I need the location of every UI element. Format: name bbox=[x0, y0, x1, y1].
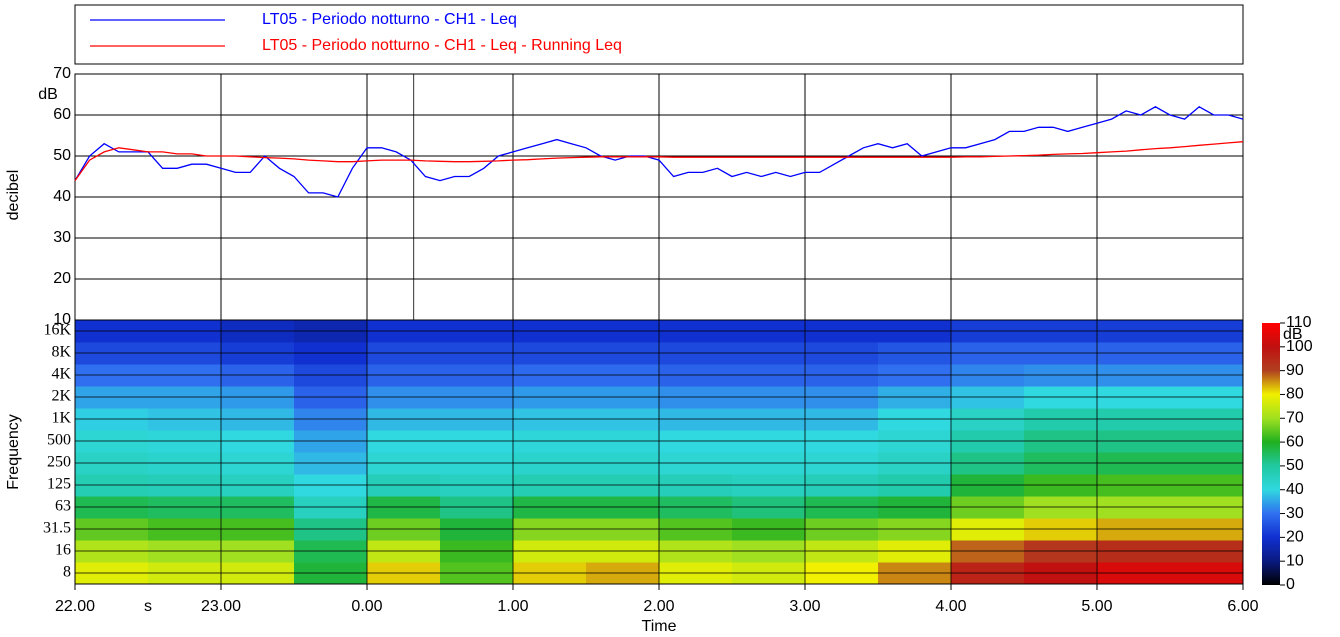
colorbar-unit: dB bbox=[1283, 326, 1303, 343]
y-tick-label: 30 bbox=[53, 229, 71, 246]
y-tick-label: 63 bbox=[55, 498, 71, 515]
y-tick-label: 1K bbox=[51, 410, 71, 427]
colorbar-tick-label: 70 bbox=[1286, 409, 1304, 426]
x-tick-label: 5.00 bbox=[1081, 598, 1112, 615]
x-tick-label: 22.00 bbox=[55, 598, 95, 615]
x-tick-label: 1.00 bbox=[497, 598, 528, 615]
y-tick-label: 125 bbox=[47, 476, 71, 493]
y-tick-label: 60 bbox=[53, 106, 71, 123]
legend-label: LT05 - Periodo notturno - CH1 - Leq - Ru… bbox=[262, 37, 622, 54]
y-tick-label: 250 bbox=[47, 454, 71, 471]
colorbar-tick-label: 50 bbox=[1286, 457, 1304, 474]
y-unit: dB bbox=[38, 86, 58, 103]
y-tick-label: 50 bbox=[53, 147, 71, 164]
colorbar-tick-label: 30 bbox=[1286, 505, 1304, 522]
colorbar-tick-label: 80 bbox=[1286, 386, 1304, 403]
y-axis-label: decibel bbox=[5, 170, 22, 221]
legend-box bbox=[74, 4, 1244, 65]
colorbar-tick-label: 40 bbox=[1286, 481, 1304, 498]
colorbar-tick-label: 0 bbox=[1286, 576, 1295, 593]
y-tick-label: 500 bbox=[47, 432, 71, 449]
x-tick-label: 4.00 bbox=[935, 598, 966, 615]
y-tick-label: 20 bbox=[53, 270, 71, 287]
y-tick-label: 16 bbox=[55, 542, 71, 559]
colorbar-tick-label: 100 bbox=[1286, 338, 1313, 355]
x-tick-label: 23.00 bbox=[201, 598, 241, 615]
y-tick-label: 31.5 bbox=[43, 520, 71, 537]
colorbar-tick-label: 110 bbox=[1286, 314, 1312, 331]
y-tick-label: 70 bbox=[53, 65, 71, 82]
y-tick-label: 2K bbox=[51, 388, 71, 405]
colorbar-tick-label: 20 bbox=[1286, 529, 1304, 546]
x-axis-label: Time bbox=[642, 618, 677, 635]
x-tick-label: 3.00 bbox=[789, 598, 820, 615]
y-tick-label: 4K bbox=[51, 366, 71, 383]
x-unit: s bbox=[144, 598, 152, 615]
legend-label: LT05 - Periodo notturno - CH1 - Leq bbox=[262, 11, 517, 28]
x-tick-label: 0.00 bbox=[351, 598, 382, 615]
y-tick-label: 16K bbox=[43, 322, 71, 339]
x-tick-label: 2.00 bbox=[643, 598, 674, 615]
y-tick-label: 8 bbox=[63, 564, 71, 581]
y-tick-label: 10 bbox=[53, 311, 71, 328]
colorbar-tick-label: 90 bbox=[1286, 362, 1304, 379]
data-line bbox=[74, 106, 1244, 198]
colorbar bbox=[1262, 323, 1280, 585]
colorbar-tick-label: 10 bbox=[1286, 552, 1304, 569]
x-tick-label: 6.00 bbox=[1227, 598, 1258, 615]
y-axis-label: Frequency bbox=[5, 414, 22, 490]
y-tick-label: 40 bbox=[53, 188, 71, 205]
y-tick-label: 8K bbox=[51, 344, 71, 361]
colorbar-tick-label: 60 bbox=[1286, 433, 1304, 450]
data-line bbox=[74, 141, 1244, 181]
